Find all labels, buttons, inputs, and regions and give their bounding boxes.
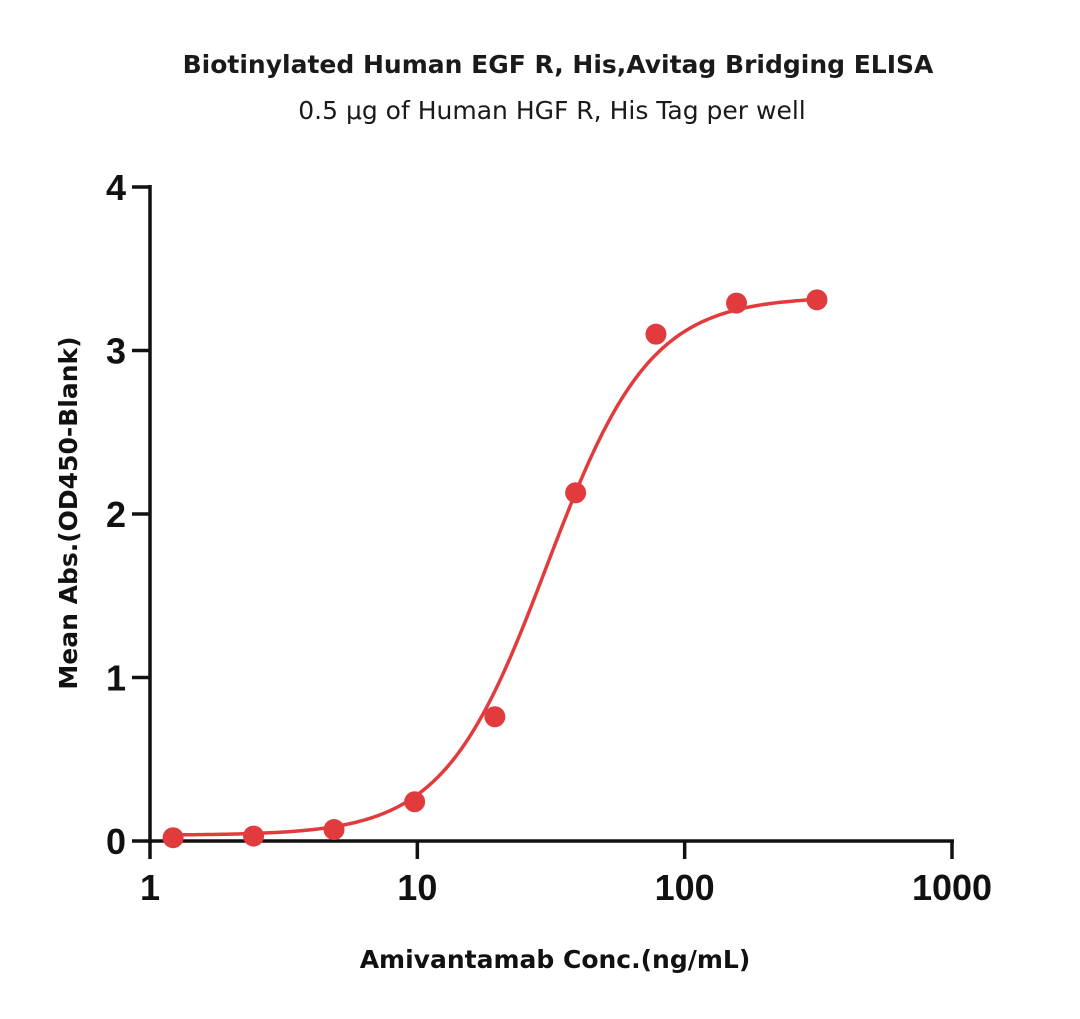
y-axis-label: Mean Abs.(OD450-Blank) — [54, 336, 83, 689]
y-tick-label: 1 — [106, 658, 126, 699]
data-point — [404, 791, 426, 813]
y-tick-label: 4 — [106, 167, 126, 208]
data-point — [162, 827, 184, 849]
x-tick-label: 1000 — [912, 867, 992, 908]
y-tick-label: 0 — [106, 821, 126, 862]
data-point — [484, 706, 506, 728]
data-point — [806, 289, 828, 311]
fit-curve — [171, 297, 819, 837]
x-axis-label: Amivantamab Conc.(ng/mL) — [360, 945, 751, 974]
chart-title: Biotinylated Human EGF R, His,Avitag Bri… — [183, 50, 934, 79]
data-point — [565, 482, 587, 504]
y-tick-label: 2 — [106, 494, 126, 535]
x-tick-label: 1 — [140, 867, 160, 908]
chart-subtitle: 0.5 μg of Human HGF R, His Tag per well — [298, 96, 806, 125]
data-point — [726, 292, 748, 314]
plot-area — [162, 289, 828, 849]
x-ticks: 1 10 100 1000 — [140, 841, 992, 908]
data-point — [645, 323, 667, 345]
y-tick-label: 3 — [106, 331, 126, 372]
x-tick-label: 100 — [655, 867, 715, 908]
y-ticks: 0 1 2 3 4 — [106, 167, 150, 862]
data-point — [243, 825, 265, 847]
data-point — [323, 819, 345, 841]
x-tick-label: 10 — [397, 867, 437, 908]
